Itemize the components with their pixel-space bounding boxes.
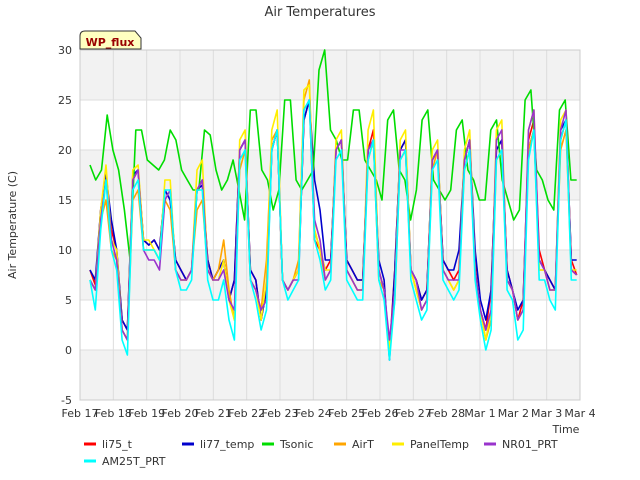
x-tick-label: Mar 1 [464,407,495,420]
x-tick-label: Feb 21 [195,407,232,420]
x-tick-label: Feb 25 [328,407,365,420]
legend-item-li75-t: li75_t [84,438,133,451]
legend-label: AM25T_PRT [102,455,166,468]
x-tick-label: Feb 19 [128,407,165,420]
x-axis-label: Time [552,423,580,436]
y-axis-label: Air Temperature (C) [6,171,19,279]
legend-item-paneltemp: PanelTemp [392,438,469,451]
x-tick-label: Feb 17 [62,407,99,420]
x-tick-label: Mar 3 [531,407,562,420]
x-tick-label: Feb 18 [95,407,132,420]
chart-title: Air Temperatures [264,5,375,20]
x-tick-label: Feb 23 [262,407,299,420]
x-tick-label: Feb 28 [428,407,465,420]
x-tick-label: Mar 2 [498,407,529,420]
legend-label: Tsonic [279,438,313,451]
legend-label: li75_t [102,438,133,451]
x-tick-label: Feb 20 [162,407,199,420]
plot-frame [79,49,581,401]
legend-item-nr01-prt: NR01_PRT [484,438,558,451]
y-axis: -5 0 5 10 15 20 25 30 [58,44,72,407]
series-line-tsonic [89,49,577,261]
series-layer [89,49,578,361]
legend-item-airt: AirT [334,438,374,451]
legend-item-li77-temp: li77_temp [182,438,254,451]
y-tick-label: 10 [58,244,72,257]
plot-band [80,50,580,100]
legend-item-tsonic: Tsonic [262,438,313,451]
y-tick-label: 0 [65,344,72,357]
badge-shape [79,30,142,50]
badge-label: WP_flux [86,36,135,49]
series-line-am25t-prt [89,99,577,361]
x-tick-label: Feb 24 [295,407,332,420]
legend-item-am25t-prt: AM25T_PRT [84,455,166,468]
y-tick-label: 5 [65,294,72,307]
legend-label: PanelTemp [410,438,469,451]
y-tick-label: 30 [58,44,72,57]
legend-label: NR01_PRT [502,438,558,451]
x-tick-label: Feb 27 [395,407,432,420]
plot-band [80,350,580,400]
x-tick-label: Mar 4 [564,407,595,420]
y-tick-label: -5 [61,394,72,407]
x-tick-label: Feb 26 [362,407,399,420]
grid [79,49,581,401]
y-tick-label: 15 [58,194,72,207]
legend-label: AirT [352,438,374,451]
x-tick-label: Feb 22 [228,407,265,420]
legend-label: li77_temp [200,438,254,451]
plot-band [80,250,580,300]
y-tick-label: 20 [58,144,72,157]
legend: li75_t li77_temp Tsonic AirT PanelTemp NR01_P… [84,438,558,468]
wp-flux-badge: WP_flux [79,30,142,50]
y-tick-label: 25 [58,94,72,107]
